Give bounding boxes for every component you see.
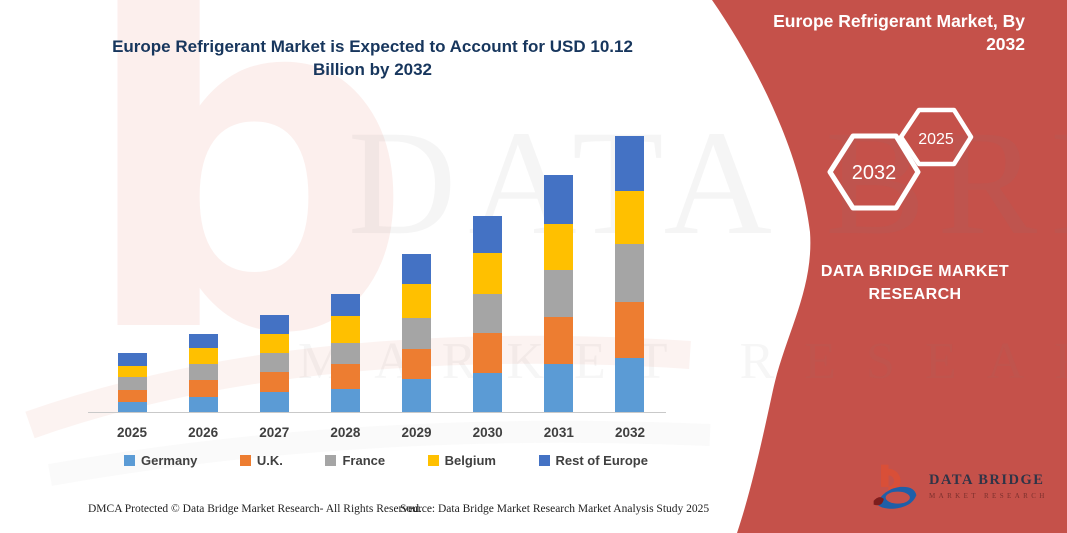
segment-germany-2028 <box>330 389 360 412</box>
segment-u-k--2029 <box>402 349 432 379</box>
segment-france-2032 <box>615 244 645 302</box>
segment-france-2025 <box>117 377 147 390</box>
stacked-bar-2030 <box>473 216 503 412</box>
legend-label: U.K. <box>256 453 283 468</box>
stacked-bar-2027 <box>259 315 289 412</box>
segment-u-k--2026 <box>188 380 218 397</box>
x-tick-2031: 2031 <box>543 425 574 440</box>
segment-france-2029 <box>402 318 432 349</box>
segment-germany-2026 <box>188 397 218 412</box>
segment-germany-2027 <box>259 392 289 412</box>
x-tick-2026: 2026 <box>188 425 219 440</box>
x-tick-2030: 2030 <box>472 425 503 440</box>
segment-germany-2031 <box>544 364 574 412</box>
legend-swatch <box>239 455 251 466</box>
segment-belgium-2026 <box>188 348 218 364</box>
segment-u-k--2028 <box>330 364 360 389</box>
segment-germany-2030 <box>473 373 503 412</box>
segment-rest-of-europe-2025 <box>117 353 147 366</box>
segment-u-k--2025 <box>117 390 147 402</box>
segment-france-2030 <box>473 294 503 333</box>
x-tick-2025: 2025 <box>116 425 148 440</box>
panel-title: Europe Refrigerant Market, By 2032 <box>773 11 1025 54</box>
legend-item-germany: Germany <box>124 453 197 468</box>
segment-belgium-2030 <box>473 253 503 294</box>
segment-belgium-2029 <box>402 284 432 318</box>
segment-germany-2032 <box>615 358 645 412</box>
legend-label: Rest of Europe <box>555 453 648 468</box>
legend-swatch <box>325 455 337 466</box>
segment-rest-of-europe-2027 <box>259 315 289 334</box>
x-tick-2028: 2028 <box>330 425 361 440</box>
x-axis-labels: 2025 2026 2027 2028 2029 2030 2031 2032 <box>88 425 670 443</box>
legend-swatch <box>124 455 135 466</box>
segment-u-k--2030 <box>473 333 503 373</box>
segment-rest-of-europe-2029 <box>402 254 432 284</box>
legend-item-belgium: Belgium <box>427 453 496 468</box>
segment-rest-of-europe-2032 <box>615 136 645 191</box>
legend-swatch <box>427 455 439 466</box>
chart-legend: Germany U.K. France Belgium Rest of Europe <box>124 453 648 468</box>
stacked-bar-chart <box>88 128 670 413</box>
segment-france-2026 <box>188 364 218 380</box>
segment-belgium-2031 <box>544 224 574 270</box>
stacked-bar-2028 <box>330 294 360 412</box>
dbmr-logo: DATA BRIDGE MARKET RESEARCH <box>869 460 1048 512</box>
x-tick-2029: 2029 <box>401 425 432 440</box>
segment-u-k--2027 <box>259 372 289 392</box>
dbmr-logo-tagline: MARKET RESEARCH <box>929 492 1048 500</box>
segment-rest-of-europe-2026 <box>188 334 218 348</box>
segment-belgium-2028 <box>330 316 360 343</box>
source-note: Source: Data Bridge Market Research Mark… <box>400 503 710 515</box>
segment-rest-of-europe-2031 <box>544 175 574 224</box>
segment-france-2031 <box>544 270 574 317</box>
x-axis-line <box>88 412 666 413</box>
segment-u-k--2031 <box>544 317 574 364</box>
segment-u-k--2032 <box>615 302 645 358</box>
x-tick-2032: 2032 <box>614 425 645 440</box>
stacked-bar-2032 <box>615 136 645 412</box>
segment-france-2027 <box>259 353 289 372</box>
dmca-notice: DMCA Protected © Data Bridge Market Rese… <box>88 503 422 515</box>
red-panel-shape <box>712 0 1067 533</box>
legend-item-france: France <box>325 453 385 468</box>
legend-item-rest-of-europe: Rest of Europe <box>538 453 648 468</box>
stacked-bar-2029 <box>402 254 432 412</box>
segment-rest-of-europe-2028 <box>330 294 360 316</box>
legend-item-u-k-: U.K. <box>239 453 283 468</box>
segment-belgium-2027 <box>259 334 289 353</box>
segment-belgium-2025 <box>117 366 147 377</box>
dbmr-logo-icon <box>873 464 917 509</box>
stacked-bar-2025 <box>117 353 147 412</box>
panel-brand-text: DATA BRIDGE MARKET RESEARCH <box>820 263 1010 304</box>
legend-label: Belgium <box>444 453 496 468</box>
legend-swatch <box>538 455 550 466</box>
segment-germany-2025 <box>117 402 147 412</box>
stacked-bar-2031 <box>544 175 574 412</box>
legend-label: Germany <box>141 453 198 468</box>
segment-rest-of-europe-2030 <box>473 216 503 253</box>
x-tick-2027: 2027 <box>259 425 290 440</box>
stacked-bar-2026 <box>188 334 218 412</box>
chart-title: Europe Refrigerant Market is Expected to… <box>112 37 633 79</box>
segment-france-2028 <box>330 343 360 364</box>
segment-germany-2029 <box>402 379 432 412</box>
segment-belgium-2032 <box>615 191 645 244</box>
dbmr-logo-brand: DATA BRIDGE <box>929 472 1045 488</box>
legend-label: France <box>342 453 386 468</box>
